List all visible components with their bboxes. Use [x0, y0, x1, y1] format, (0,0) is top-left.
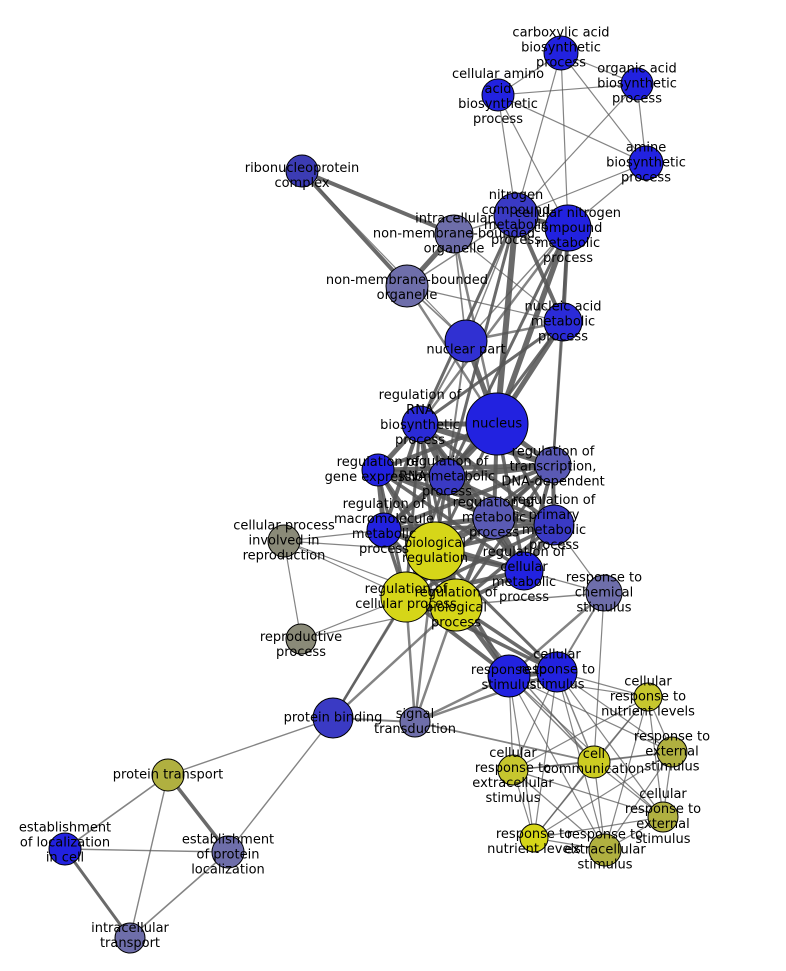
graph-edge — [376, 468, 556, 527]
graph-node[interactable] — [487, 654, 531, 698]
graph-edge — [515, 83, 638, 216]
graph-edge — [551, 320, 565, 467]
graph-edge — [64, 848, 229, 853]
graph-node[interactable] — [628, 145, 664, 181]
graph-edge — [453, 233, 564, 323]
graph-node[interactable] — [48, 832, 82, 866]
graph-node[interactable] — [401, 405, 439, 443]
graph-edge — [647, 696, 664, 818]
graph-edge — [604, 696, 649, 851]
graph-edge — [331, 603, 458, 720]
graph-node[interactable] — [533, 504, 575, 546]
graph-edge — [167, 717, 334, 776]
graph-edge — [129, 774, 169, 939]
graph-node[interactable] — [405, 521, 465, 581]
graph-node[interactable] — [211, 835, 245, 869]
graph-node[interactable] — [543, 35, 579, 71]
graph-edge — [375, 462, 556, 473]
graph-node[interactable] — [534, 446, 572, 484]
graph-edge — [413, 670, 559, 724]
graph-node[interactable] — [444, 319, 488, 363]
graph-node[interactable] — [544, 204, 592, 252]
graph-node[interactable] — [434, 214, 474, 254]
graph-edge — [508, 675, 606, 851]
graph-node[interactable] — [577, 745, 611, 779]
graph-node[interactable] — [285, 154, 319, 188]
graph-edge — [560, 52, 569, 229]
graph-edge — [494, 225, 571, 427]
graph-node[interactable] — [361, 453, 395, 487]
graph-edge — [512, 769, 606, 851]
graph-edge — [63, 847, 132, 940]
graph-edge — [593, 592, 605, 763]
graph-edge — [404, 422, 422, 599]
graph-node[interactable] — [647, 801, 679, 833]
graph-node[interactable] — [656, 736, 688, 768]
graph-node[interactable] — [285, 623, 317, 655]
graph-node[interactable] — [504, 551, 544, 591]
graph-node[interactable] — [399, 706, 431, 738]
graph-node[interactable] — [428, 458, 466, 496]
graph-edge — [227, 717, 334, 853]
graph-edge — [129, 851, 229, 939]
graph-edge — [406, 285, 564, 323]
graph-node[interactable] — [536, 651, 578, 693]
graph-edge — [64, 774, 169, 850]
graph-edge — [494, 212, 519, 427]
graph-node[interactable] — [385, 264, 429, 308]
graph-edge — [300, 169, 456, 236]
graph-edge — [497, 83, 638, 96]
graph-node[interactable] — [429, 578, 483, 632]
graph-edge — [533, 816, 664, 839]
graph-edge — [533, 671, 558, 839]
graph-edge — [508, 675, 673, 753]
graph-node[interactable] — [366, 512, 402, 548]
graph-node[interactable] — [380, 571, 432, 623]
graph-edge — [604, 751, 673, 851]
graph-edge — [508, 675, 664, 818]
graph-edge — [497, 94, 647, 164]
graph-node[interactable] — [472, 496, 516, 540]
graph-edge — [414, 721, 595, 763]
graph-edge — [300, 169, 409, 288]
graph-edge — [446, 340, 467, 478]
graph-edge — [418, 320, 565, 426]
graph-node[interactable] — [620, 67, 654, 101]
graph-edge — [382, 523, 556, 532]
graph-node[interactable] — [543, 302, 583, 342]
graph-edge — [533, 751, 673, 839]
graph-node[interactable] — [585, 574, 623, 612]
edge-layer — [63, 52, 673, 940]
graph-node[interactable] — [497, 754, 529, 786]
graph-edge — [418, 226, 570, 426]
graph-edge — [301, 170, 467, 342]
graph-node[interactable] — [114, 922, 146, 954]
graph-edge — [497, 94, 569, 229]
graph-node[interactable] — [493, 192, 539, 238]
graph-edge — [508, 675, 535, 839]
graph-node[interactable] — [481, 78, 515, 112]
graph-node[interactable] — [312, 697, 354, 739]
graph-node[interactable] — [588, 833, 622, 867]
graph-node[interactable] — [151, 758, 185, 792]
graph-edge — [512, 696, 649, 771]
graph-node[interactable] — [267, 524, 301, 558]
graph-edge — [418, 213, 518, 426]
graph-edge — [515, 52, 562, 216]
graph-edge — [283, 540, 302, 640]
node-layer — [48, 35, 688, 954]
graph-node[interactable] — [633, 682, 663, 712]
graph-edge — [515, 162, 647, 216]
graph-node[interactable] — [465, 392, 529, 456]
graph-node[interactable] — [519, 823, 549, 853]
graph-edge — [512, 769, 664, 818]
graph-edge — [560, 52, 647, 164]
